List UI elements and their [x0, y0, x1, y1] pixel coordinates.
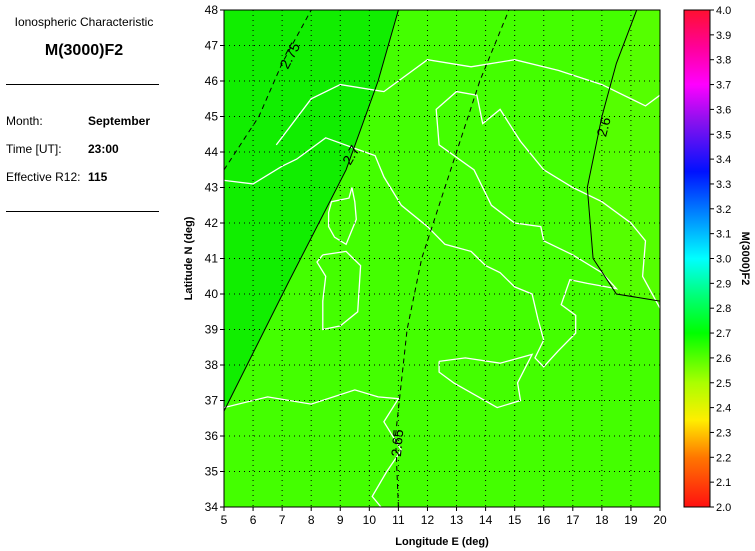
colorbar-tick-label: 3.3: [716, 179, 731, 191]
x-tick-label: 13: [450, 513, 464, 527]
coastline: [275, 59, 661, 146]
x-tick-label: 5: [221, 513, 228, 527]
contour-label: 2.6: [593, 115, 614, 138]
x-tick-label: 18: [595, 513, 609, 527]
x-tick-label: 8: [308, 513, 315, 527]
parameter-title: M(3000)F2: [44, 42, 124, 59]
colorbar-tick-label: 2.0: [716, 502, 731, 514]
r12-value: 115: [88, 170, 108, 184]
divider: [6, 84, 159, 85]
colorbar-tick-label: 2.3: [716, 427, 731, 439]
colorbar-tick-label: 2.9: [716, 278, 731, 290]
colorbar-tick-label: 3.0: [716, 254, 731, 266]
colorbar-tick-label: 3.7: [716, 80, 731, 92]
y-tick-label: 43: [205, 181, 219, 195]
x-tick-label: 17: [566, 513, 580, 527]
contour-line: [223, 9, 312, 171]
colorbar-tick-label: 3.9: [716, 30, 731, 42]
y-tick-label: 42: [205, 216, 219, 230]
coastline: [223, 389, 403, 508]
y-tick-label: 35: [205, 465, 219, 479]
y-tick-label: 48: [205, 3, 219, 17]
coastline: [316, 250, 362, 331]
colorbar-label: M(3000)F2: [739, 232, 751, 286]
x-tick-label: 20: [653, 513, 667, 527]
contour-label: 2.65: [388, 429, 406, 458]
y-tick-label: 39: [205, 323, 219, 337]
colorbar-tick-label: 3.2: [716, 204, 731, 216]
y-tick-label: 45: [205, 110, 219, 124]
y-tick-label: 47: [205, 39, 219, 53]
month-label: Month:: [6, 114, 43, 128]
coastline: [438, 353, 534, 409]
caption: Ionospheric Characteristic: [14, 15, 154, 29]
colorbar-tick-label: 2.5: [716, 378, 731, 390]
r12-label: Effective R12:: [6, 170, 81, 184]
time-label: Time [UT]:: [6, 142, 62, 156]
colorbar-tick-label: 2.4: [716, 403, 731, 415]
colorbar-tick-label: 2.7: [716, 328, 731, 340]
y-tick-label: 37: [205, 394, 219, 408]
x-tick-label: 19: [624, 513, 638, 527]
month-value: September: [88, 114, 151, 128]
x-tick-label: 15: [508, 513, 522, 527]
x-tick-label: 11: [392, 513, 405, 527]
contour-line: [223, 9, 399, 412]
y-tick-label: 46: [205, 74, 219, 88]
x-tick-label: 10: [363, 513, 377, 527]
y-tick-label: 41: [205, 252, 219, 266]
colorbar-tick-label: 3.6: [716, 104, 731, 116]
x-tick-label: 7: [279, 513, 286, 527]
y-tick-label: 38: [205, 358, 219, 372]
colorbar: [683, 9, 711, 508]
colorbar-tick-label: 3.5: [716, 129, 731, 141]
colorbar-tick-label: 2.1: [716, 477, 731, 489]
colorbar-tick-label: 2.8: [716, 303, 731, 315]
colorbar-tick-label: 2.6: [716, 353, 731, 365]
x-tick-label: 12: [421, 513, 435, 527]
contour-line: [586, 9, 661, 302]
x-axis-label: Longitude E (deg): [395, 536, 489, 548]
colorbar-tick-label: 3.4: [716, 154, 731, 166]
y-tick-label: 34: [205, 500, 219, 514]
region-below-2.6: [587, 10, 660, 302]
time-value: 23:00: [88, 142, 119, 156]
y-tick-label: 36: [205, 429, 219, 443]
y-axis-label: Latitude N (deg): [183, 216, 195, 300]
x-tick-label: 16: [537, 513, 551, 527]
divider: [6, 211, 159, 212]
colorbar-tick-label: 4.0: [716, 5, 731, 17]
colorbar-tick-label: 3.8: [716, 55, 731, 67]
colorbar-tick-label: 2.2: [716, 452, 731, 464]
x-tick-label: 6: [250, 513, 257, 527]
x-tick-label: 9: [337, 513, 344, 527]
y-tick-label: 44: [205, 145, 219, 159]
coastline: [327, 187, 357, 246]
colorbar-tick-label: 3.1: [716, 229, 731, 241]
x-tick-label: 14: [479, 513, 493, 527]
y-tick-label: 40: [205, 287, 219, 301]
